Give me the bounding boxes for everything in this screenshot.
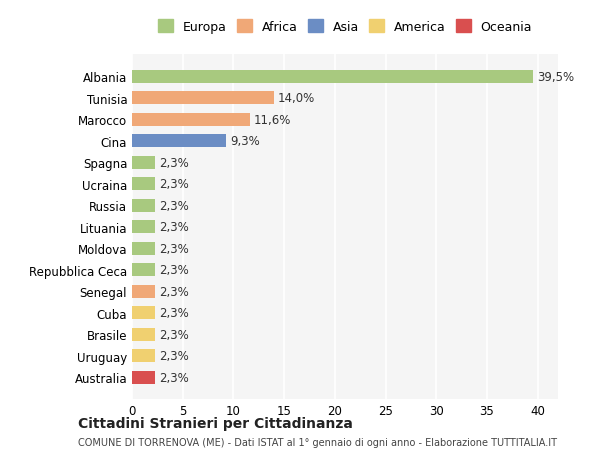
- Text: 2,3%: 2,3%: [160, 263, 189, 277]
- Bar: [132, 285, 155, 298]
- Text: 2,3%: 2,3%: [160, 307, 189, 319]
- Bar: [132, 113, 250, 127]
- Text: 2,3%: 2,3%: [160, 349, 189, 362]
- Bar: [132, 371, 155, 384]
- Text: 2,3%: 2,3%: [160, 221, 189, 234]
- Bar: [132, 328, 155, 341]
- Text: COMUNE DI TORRENOVA (ME) - Dati ISTAT al 1° gennaio di ogni anno - Elaborazione : COMUNE DI TORRENOVA (ME) - Dati ISTAT al…: [78, 437, 557, 447]
- Text: 2,3%: 2,3%: [160, 242, 189, 255]
- Bar: [132, 349, 155, 362]
- Text: 2,3%: 2,3%: [160, 178, 189, 191]
- Text: 2,3%: 2,3%: [160, 371, 189, 384]
- Bar: [132, 307, 155, 319]
- Bar: [132, 221, 155, 234]
- Text: 2,3%: 2,3%: [160, 157, 189, 169]
- Text: 2,3%: 2,3%: [160, 199, 189, 212]
- Text: 2,3%: 2,3%: [160, 285, 189, 298]
- Bar: [132, 199, 155, 212]
- Text: 11,6%: 11,6%: [254, 113, 291, 127]
- Text: 9,3%: 9,3%: [230, 135, 260, 148]
- Bar: [132, 157, 155, 169]
- Bar: [132, 242, 155, 255]
- Text: 39,5%: 39,5%: [537, 71, 574, 84]
- Bar: [132, 263, 155, 276]
- Bar: [132, 71, 533, 84]
- Bar: [132, 92, 274, 105]
- Text: 14,0%: 14,0%: [278, 92, 316, 105]
- Bar: [132, 135, 226, 148]
- Bar: [132, 178, 155, 191]
- Legend: Europa, Africa, Asia, America, Oceania: Europa, Africa, Asia, America, Oceania: [154, 17, 536, 38]
- Text: 2,3%: 2,3%: [160, 328, 189, 341]
- Text: Cittadini Stranieri per Cittadinanza: Cittadini Stranieri per Cittadinanza: [78, 416, 353, 430]
